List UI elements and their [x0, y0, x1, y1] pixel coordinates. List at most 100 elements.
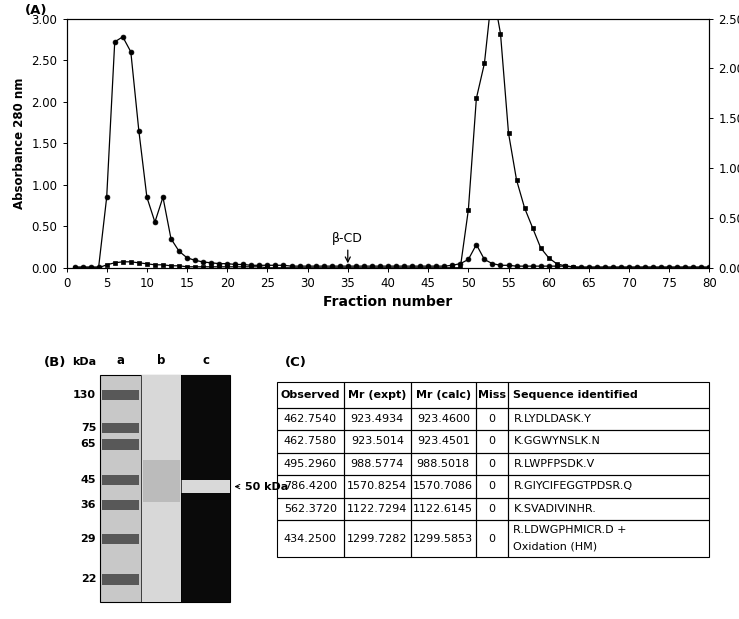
- Bar: [476, 498, 508, 520]
- Bar: [344, 408, 411, 430]
- Bar: [276, 430, 344, 452]
- Text: 22: 22: [81, 574, 96, 584]
- Text: 75: 75: [81, 423, 96, 433]
- X-axis label: Fraction number: Fraction number: [324, 295, 452, 310]
- Text: 462.7580: 462.7580: [284, 436, 337, 446]
- Text: 988.5774: 988.5774: [350, 459, 404, 469]
- Bar: [102, 475, 139, 485]
- Bar: [411, 382, 476, 408]
- Bar: [102, 500, 139, 510]
- Text: 29: 29: [81, 534, 96, 544]
- Bar: [508, 430, 709, 452]
- Y-axis label: Absorbance 280 nm: Absorbance 280 nm: [13, 77, 26, 209]
- Bar: [344, 382, 411, 408]
- Text: 1122.7294: 1122.7294: [347, 504, 407, 514]
- Text: 923.4934: 923.4934: [351, 414, 404, 424]
- Bar: [102, 439, 139, 449]
- Bar: [411, 408, 476, 430]
- Text: 130: 130: [73, 390, 96, 400]
- Text: 65: 65: [81, 439, 96, 449]
- Text: 0: 0: [488, 534, 495, 543]
- Text: 495.2960: 495.2960: [284, 459, 337, 469]
- Text: 36: 36: [81, 500, 96, 510]
- Bar: [411, 520, 476, 557]
- Text: K.SVADIVINHR.: K.SVADIVINHR.: [514, 504, 596, 514]
- Bar: [182, 480, 230, 493]
- Text: Mr (expt): Mr (expt): [348, 390, 406, 400]
- Bar: [476, 408, 508, 430]
- Text: R.LYDLDASK.Y: R.LYDLDASK.Y: [514, 414, 591, 424]
- Bar: [143, 460, 180, 503]
- Text: 1570.8254: 1570.8254: [347, 482, 407, 491]
- Bar: [102, 389, 139, 400]
- Bar: [182, 374, 230, 602]
- Text: kDa: kDa: [72, 358, 96, 368]
- Text: 45: 45: [81, 475, 96, 485]
- Bar: [276, 382, 344, 408]
- Text: R.LWPFPSDK.V: R.LWPFPSDK.V: [514, 459, 595, 469]
- Text: (C): (C): [285, 356, 307, 369]
- Text: R.LDWGPHMICR.D +: R.LDWGPHMICR.D +: [514, 526, 627, 535]
- Text: 50 kDa: 50 kDa: [236, 482, 287, 491]
- Bar: [476, 452, 508, 475]
- Bar: [508, 408, 709, 430]
- Bar: [476, 430, 508, 452]
- Bar: [276, 498, 344, 520]
- Bar: [102, 423, 139, 433]
- Text: c: c: [202, 355, 209, 368]
- Text: 0: 0: [488, 414, 495, 424]
- Bar: [276, 520, 344, 557]
- Text: Mr (calc): Mr (calc): [416, 390, 471, 400]
- Bar: [140, 374, 182, 602]
- Bar: [508, 382, 709, 408]
- Text: 1299.5853: 1299.5853: [413, 534, 474, 543]
- Text: (A): (A): [24, 4, 47, 17]
- Text: β-CD: β-CD: [333, 232, 364, 262]
- Text: b: b: [157, 355, 166, 368]
- Text: 0: 0: [488, 459, 495, 469]
- Bar: [344, 452, 411, 475]
- Text: 462.7540: 462.7540: [284, 414, 337, 424]
- Bar: [344, 520, 411, 557]
- Bar: [344, 475, 411, 498]
- Bar: [344, 498, 411, 520]
- Text: 923.5014: 923.5014: [351, 436, 403, 446]
- Text: 988.5018: 988.5018: [417, 459, 470, 469]
- Bar: [476, 520, 508, 557]
- Text: Oxidation (HM): Oxidation (HM): [514, 542, 598, 552]
- Text: 1122.6145: 1122.6145: [413, 504, 473, 514]
- Bar: [276, 475, 344, 498]
- Bar: [476, 382, 508, 408]
- Bar: [508, 498, 709, 520]
- Text: a: a: [116, 355, 124, 368]
- Text: 0: 0: [488, 482, 495, 491]
- Bar: [411, 430, 476, 452]
- Text: Observed: Observed: [281, 390, 340, 400]
- Text: 786.4200: 786.4200: [284, 482, 337, 491]
- Bar: [102, 534, 139, 544]
- Text: 0: 0: [488, 436, 495, 446]
- Text: Sequence identified: Sequence identified: [514, 390, 638, 400]
- Text: Miss: Miss: [478, 390, 506, 400]
- Text: K.GGWYNSLK.N: K.GGWYNSLK.N: [514, 436, 600, 446]
- Text: 923.4501: 923.4501: [417, 436, 470, 446]
- Bar: [411, 498, 476, 520]
- Bar: [476, 475, 508, 498]
- Bar: [508, 520, 709, 557]
- Bar: [276, 452, 344, 475]
- Bar: [411, 452, 476, 475]
- Bar: [100, 374, 230, 602]
- Bar: [344, 430, 411, 452]
- Text: 562.3720: 562.3720: [284, 504, 337, 514]
- Bar: [508, 475, 709, 498]
- Bar: [102, 574, 139, 584]
- Text: 1570.7086: 1570.7086: [413, 482, 473, 491]
- Bar: [508, 452, 709, 475]
- Text: R.GIYCIFEGGTPDSR.Q: R.GIYCIFEGGTPDSR.Q: [514, 482, 633, 491]
- Bar: [276, 408, 344, 430]
- Bar: [411, 475, 476, 498]
- Text: (B): (B): [44, 356, 67, 369]
- Text: 923.4600: 923.4600: [417, 414, 470, 424]
- Text: 0: 0: [488, 504, 495, 514]
- Text: 434.2500: 434.2500: [284, 534, 337, 543]
